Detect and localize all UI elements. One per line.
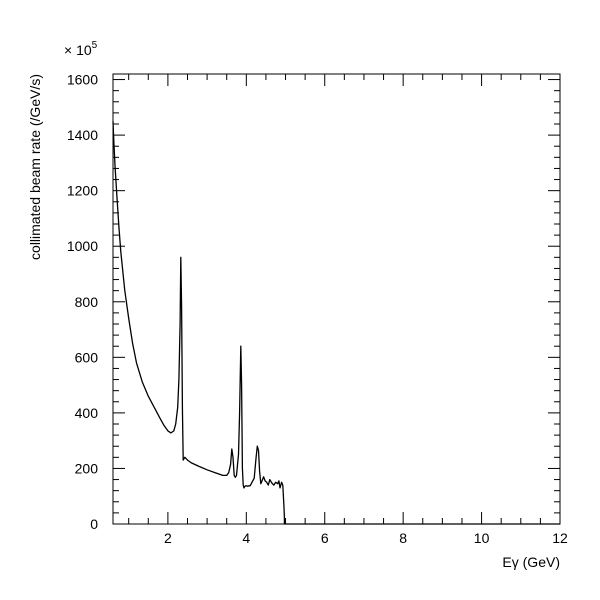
y-tick-label: 1000 (67, 238, 98, 254)
y-scale-exponent: 5 (92, 40, 98, 51)
x-tick-label: 10 (474, 530, 490, 546)
tick-labels: 2 4 6 8 10 12 0 200 400 600 800 1000 1200 1400 1600 (67, 72, 568, 546)
y-tick-label: 600 (75, 349, 99, 365)
y-axis-title: collimated beam rate (/GeV/s) (27, 74, 43, 260)
x-axis-title: Eγ (GeV) (502, 554, 560, 570)
y-scale-label: × 105 (64, 40, 98, 58)
y-tick-label: 1400 (67, 127, 98, 143)
x-tick-label: 8 (399, 530, 407, 546)
y-tick-label: 1200 (67, 183, 98, 199)
y-tick-label: 200 (75, 460, 99, 476)
x-tick-label: 4 (242, 530, 250, 546)
x-tick-label: 12 (552, 530, 568, 546)
y-tick-label: 0 (90, 516, 98, 532)
y-tick-label: 1600 (67, 72, 98, 88)
y-tick-label: 800 (75, 294, 99, 310)
y-tick-label: 400 (75, 405, 99, 421)
series-line (112, 121, 560, 525)
x-tick-label: 6 (321, 530, 329, 546)
x-tick-label: 2 (164, 530, 172, 546)
